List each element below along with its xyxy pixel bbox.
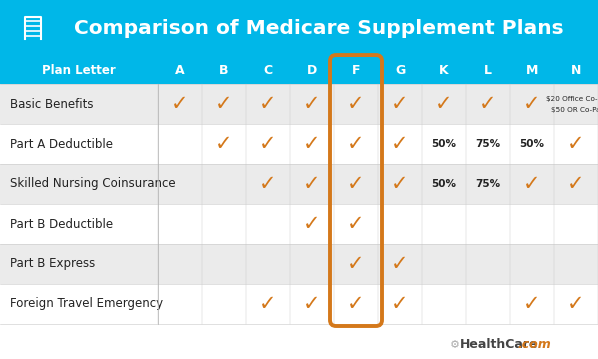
Text: 50%: 50% [520,139,545,149]
Text: HealthCare: HealthCare [460,339,539,351]
Text: ⚙: ⚙ [450,340,460,350]
Text: B: B [219,64,229,77]
Text: ✓: ✓ [347,174,365,194]
Text: ✓: ✓ [523,294,541,314]
Text: Foreign Travel Emergency: Foreign Travel Emergency [10,298,163,311]
Text: ✓: ✓ [568,294,585,314]
Text: ✓: ✓ [347,94,365,114]
Text: ✓: ✓ [391,134,409,154]
Text: ✓: ✓ [260,134,277,154]
Text: F: F [352,64,360,77]
Text: ✓: ✓ [171,94,189,114]
Text: ✓: ✓ [391,174,409,194]
Text: ✓: ✓ [523,94,541,114]
Text: ✓: ✓ [568,174,585,194]
Text: ✓: ✓ [391,254,409,274]
Text: K: K [439,64,449,77]
Text: D: D [307,64,317,77]
Text: ✓: ✓ [303,214,321,234]
Text: Part A Deductible: Part A Deductible [10,137,113,150]
Text: ✓: ✓ [347,254,365,274]
Text: Comparison of Medicare Supplement Plans: Comparison of Medicare Supplement Plans [74,19,564,38]
Text: ✓: ✓ [260,174,277,194]
Bar [0,244,598,284]
Text: Plan Letter: Plan Letter [42,64,116,77]
Bar [0,204,598,244]
Text: ✓: ✓ [303,94,321,114]
Bar [0,164,598,204]
Text: Basic Benefits: Basic Benefits [10,98,93,111]
Text: 50%: 50% [432,179,456,189]
Text: 75%: 75% [475,139,501,149]
Text: 75%: 75% [475,179,501,189]
Text: ✓: ✓ [435,94,453,114]
Text: Part B Deductible: Part B Deductible [10,218,113,230]
Text: ✓: ✓ [303,294,321,314]
Bar [0,0,598,57]
Text: ✓: ✓ [391,294,409,314]
Text: A: A [175,64,185,77]
Text: M: M [526,64,538,77]
Text: ✓: ✓ [347,214,365,234]
Text: Part B Express: Part B Express [10,257,95,270]
Text: ✓: ✓ [303,174,321,194]
Text: ✓: ✓ [215,134,233,154]
Text: ✓: ✓ [347,134,365,154]
Bar [0,84,598,124]
Text: L: L [484,64,492,77]
Text: N: N [571,64,581,77]
Text: .com: .com [517,339,551,351]
Text: ✓: ✓ [260,94,277,114]
Text: ✓: ✓ [303,134,321,154]
Text: Skilled Nursing Coinsurance: Skilled Nursing Coinsurance [10,177,176,191]
Text: 50%: 50% [432,139,456,149]
Text: ✓: ✓ [568,134,585,154]
Bar [0,124,598,164]
Text: C: C [264,64,273,77]
Text: ✓: ✓ [479,94,497,114]
Text: ✓: ✓ [523,174,541,194]
Text: G: G [395,64,405,77]
Bar [0,284,598,324]
Text: ✓: ✓ [260,294,277,314]
Text: ✓: ✓ [347,294,365,314]
Bar [0,57,598,84]
Text: ✓: ✓ [391,94,409,114]
Text: $20 Office Co-Pay: $20 Office Co-Pay [546,96,598,102]
Text: ✓: ✓ [215,94,233,114]
Text: $50 OR Co-Pay: $50 OR Co-Pay [551,107,598,113]
